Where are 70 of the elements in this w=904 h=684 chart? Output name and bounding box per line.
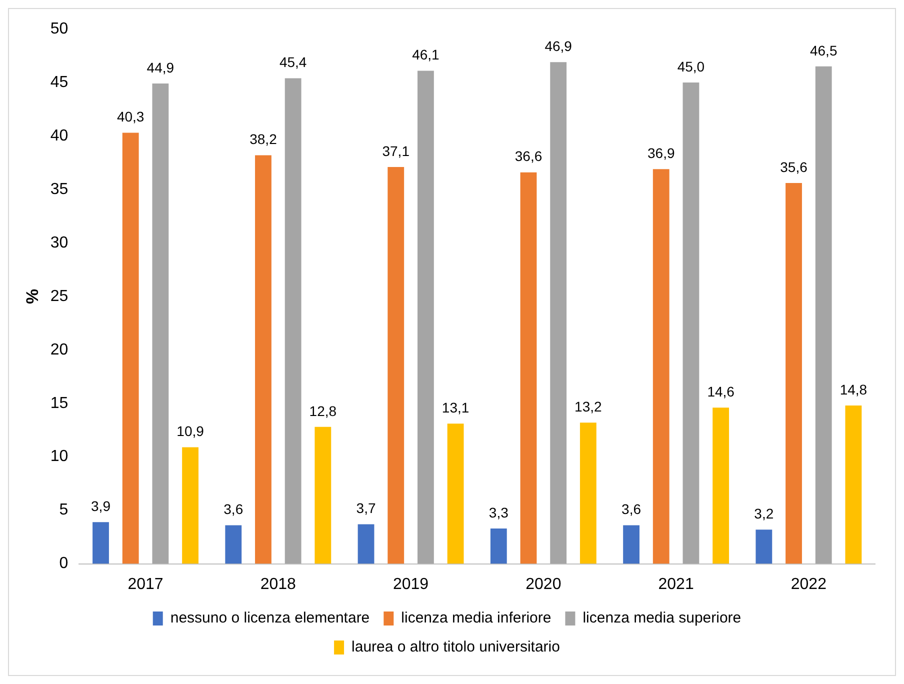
bar — [388, 166, 404, 564]
bar — [520, 172, 537, 564]
bar — [358, 524, 374, 564]
x-tick-label: 2017 — [128, 576, 164, 593]
data-label: 14,8 — [840, 381, 868, 398]
bar — [182, 447, 198, 564]
data-label: 35,6 — [780, 158, 808, 175]
legend-label: nessuno o licenza elementare — [170, 610, 370, 627]
bar — [845, 406, 862, 564]
bar — [255, 155, 272, 564]
x-tick-label: 2022 — [790, 576, 827, 593]
bar — [712, 408, 730, 564]
data-label: 38,2 — [250, 131, 278, 148]
data-label: 13,1 — [442, 400, 470, 416]
bar — [756, 530, 772, 564]
bar — [225, 525, 242, 564]
data-label: 37,1 — [382, 142, 410, 159]
bar — [314, 426, 332, 564]
y-tick-label: 10 — [50, 448, 68, 466]
data-label: 40,3 — [116, 108, 144, 125]
x-tick-label: 2021 — [658, 576, 694, 593]
data-label: 14,6 — [707, 384, 735, 400]
bar — [652, 169, 670, 564]
data-label: 46,1 — [412, 46, 440, 63]
bar — [815, 66, 832, 564]
data-label: 44,9 — [146, 59, 174, 76]
data-label: 3,2 — [754, 505, 774, 522]
y-tick-label: 45 — [50, 74, 68, 91]
y-tick-label: 35 — [50, 180, 68, 198]
y-tick-label: 15 — [50, 394, 68, 412]
legend-label: licenza media inferiore — [401, 610, 552, 627]
data-label: 36,9 — [648, 144, 675, 161]
data-label: 45,0 — [677, 58, 705, 74]
bar — [682, 82, 700, 564]
y-tick-label: 25 — [50, 288, 68, 305]
y-axis-title: % — [22, 288, 42, 304]
y-tick-label: 30 — [50, 234, 68, 252]
y-tick-label: 40 — [50, 127, 68, 144]
bar — [550, 62, 567, 564]
y-tick-label: 5 — [59, 502, 68, 519]
legend-label: licenza media superiore — [582, 610, 742, 627]
bar — [417, 70, 434, 564]
y-tick-label: 0 — [59, 555, 68, 572]
bar — [580, 422, 596, 564]
data-label: 46,5 — [810, 42, 838, 58]
bar — [92, 522, 109, 564]
bar — [623, 525, 640, 564]
bar — [122, 132, 139, 564]
data-label: 46,9 — [544, 38, 572, 54]
x-tick-label: 2019 — [392, 576, 429, 593]
data-label: 10,9 — [176, 423, 204, 440]
data-label: 3,6 — [622, 501, 642, 518]
data-label: 3,6 — [224, 501, 244, 518]
bar — [447, 424, 464, 564]
bar — [490, 528, 507, 564]
data-label: 45,4 — [279, 54, 307, 70]
bar — [786, 183, 802, 564]
x-tick-label: 2020 — [526, 576, 562, 593]
y-tick-label: 50 — [50, 20, 68, 38]
data-label: 3,7 — [356, 500, 376, 516]
data-label: 12,8 — [309, 402, 337, 419]
bar — [284, 78, 302, 564]
x-tick-label: 2018 — [260, 576, 296, 593]
data-label: 36,6 — [514, 148, 542, 164]
data-label: 3,9 — [91, 498, 111, 514]
bar — [152, 84, 169, 564]
y-tick-label: 20 — [50, 341, 68, 358]
legend-label: laurea o altro titolo universitario — [352, 638, 560, 656]
data-label: 13,2 — [574, 398, 602, 414]
data-label: 3,3 — [488, 504, 509, 520]
